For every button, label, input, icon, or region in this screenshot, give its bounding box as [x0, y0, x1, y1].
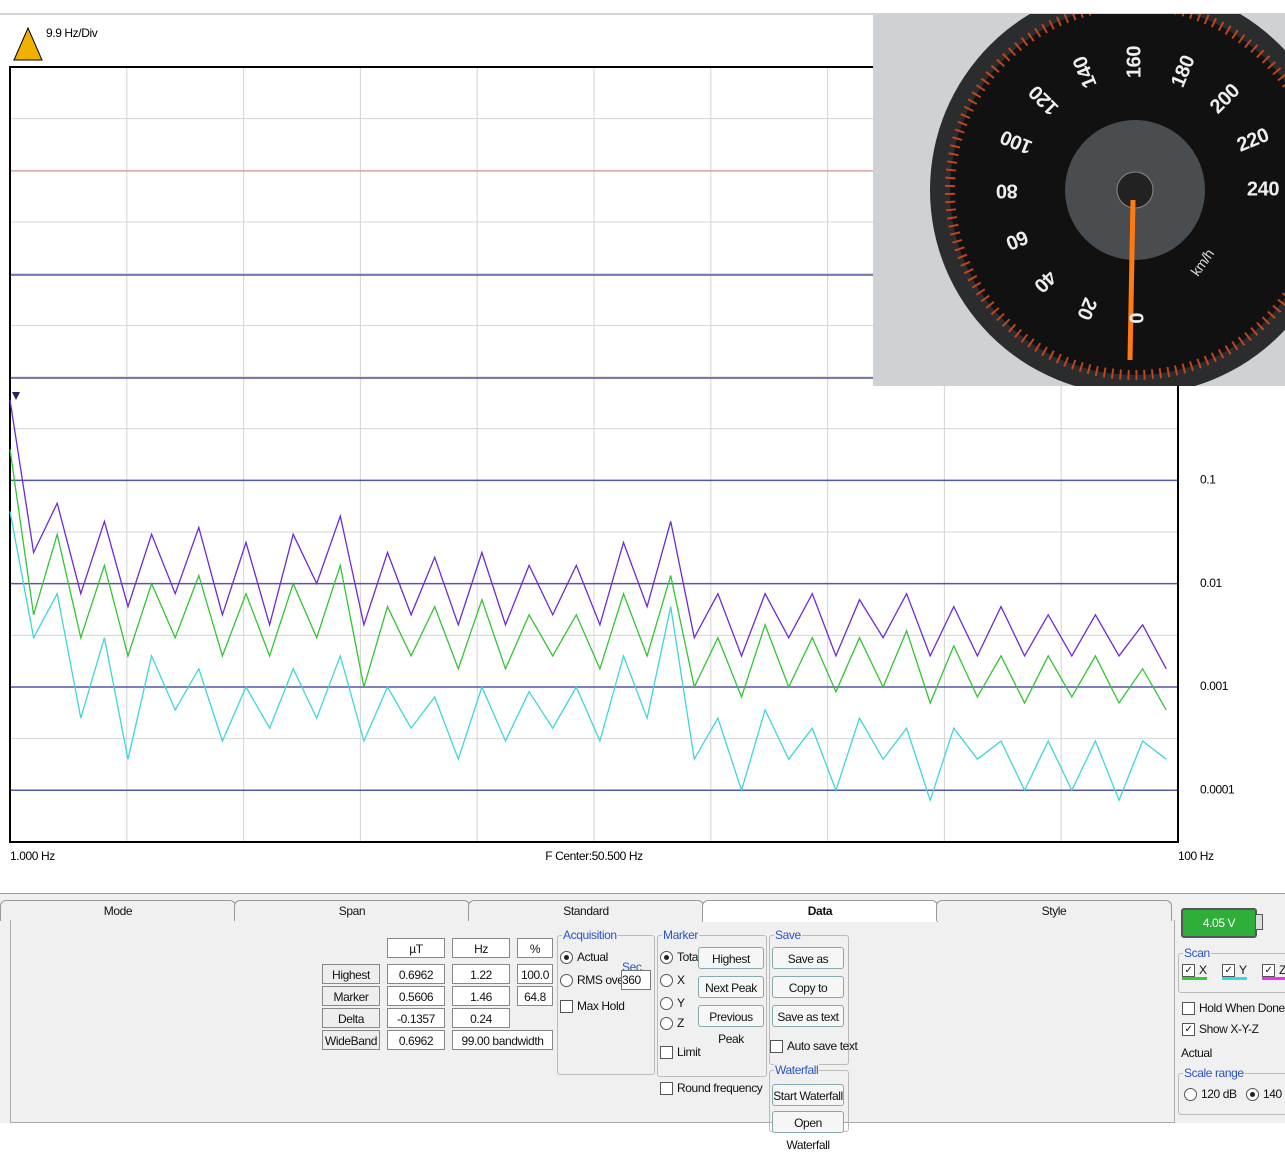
- tab[interactable]: Span: [234, 900, 470, 921]
- check-show[interactable]: ✓Show X-Y-Z: [1182, 1022, 1259, 1036]
- battery: 4.05 V: [1181, 908, 1257, 938]
- gauge-label: 0: [1125, 313, 1147, 324]
- row-label: Delta: [322, 1008, 380, 1028]
- spectrum-line: [10, 400, 1166, 669]
- tab[interactable]: Style: [936, 900, 1172, 921]
- gauge-label: 240: [1247, 178, 1279, 200]
- check-round[interactable]: Round frequency: [660, 1081, 762, 1095]
- spectrum-line: [10, 449, 1166, 710]
- table-cell: 1.46: [452, 986, 510, 1006]
- y-tick-label: 0.0001: [1200, 782, 1235, 796]
- gauge-label: 160: [1123, 46, 1145, 78]
- button[interactable]: Start Waterfall: [772, 1084, 844, 1106]
- label: Actual: [577, 950, 608, 964]
- spectrum-line: [10, 511, 1166, 800]
- x-tick-label: F Center:50.500 Hz: [545, 849, 643, 863]
- button[interactable]: Save as text: [772, 1005, 844, 1027]
- table-cell: -0.1357: [387, 1008, 445, 1028]
- table-cell: 100.0: [517, 964, 553, 984]
- label: X: [677, 973, 685, 987]
- label: X: [1199, 963, 1207, 977]
- radio-total[interactable]: Total: [660, 950, 700, 964]
- check-z[interactable]: ✓Z: [1262, 963, 1285, 980]
- y-tick-label: 0.001: [1200, 679, 1229, 693]
- row-label: Marker: [322, 986, 380, 1006]
- button[interactable]: Save as bitmap: [772, 947, 844, 969]
- label: Auto save text: [787, 1039, 857, 1053]
- button[interactable]: Copy to clipboard: [772, 976, 844, 998]
- x-tick-label: 100 Hz: [1178, 849, 1214, 863]
- table-header: µT: [387, 938, 445, 958]
- plot: [10, 400, 1166, 800]
- table-cell: 99.00 bandwidth: [452, 1030, 553, 1050]
- label: Hold When Done: [1199, 1001, 1285, 1015]
- table-header: Hz: [452, 938, 510, 958]
- label: 120 dB: [1201, 1087, 1237, 1101]
- button[interactable]: Open Waterfall: [772, 1111, 844, 1133]
- y-tick-label: 0.1: [1200, 472, 1216, 486]
- mode-label: Actual: [1181, 1046, 1212, 1060]
- row-label: WideBand: [322, 1030, 380, 1050]
- label: Y: [1239, 963, 1247, 977]
- label: Limit: [677, 1045, 700, 1059]
- group-title: Marker: [662, 928, 699, 942]
- tab[interactable]: Data: [702, 900, 938, 922]
- tab[interactable]: Standard: [468, 900, 704, 921]
- table-cell: 64.8: [517, 986, 553, 1006]
- radio-x[interactable]: X: [660, 973, 685, 987]
- y-tick-label: 0.01: [1200, 576, 1222, 590]
- table-cell: 0.6962: [387, 1030, 445, 1050]
- table-cell: 0.6962: [387, 964, 445, 984]
- div-label: 9.9 Hz/Div: [46, 26, 98, 40]
- rms-input[interactable]: 360: [621, 970, 651, 990]
- label: Y: [677, 996, 685, 1010]
- label: 140 dB: [1263, 1087, 1285, 1101]
- table-cell: 0.24: [452, 1008, 510, 1028]
- x-tick-label: 1.000 Hz: [10, 849, 55, 863]
- tab[interactable]: Mode: [0, 900, 236, 921]
- group-title: Scan: [1183, 946, 1211, 960]
- marker-triangle: [12, 392, 20, 400]
- check-limit[interactable]: Limit: [660, 1045, 700, 1059]
- check-x[interactable]: ✓X: [1182, 963, 1207, 980]
- battery-tip: [1255, 914, 1263, 930]
- button[interactable]: Previous Peak: [698, 1005, 764, 1027]
- group-title: Acquisition: [562, 928, 618, 942]
- radio-actual[interactable]: Actual: [560, 950, 608, 964]
- label: Show X-Y-Z: [1199, 1022, 1259, 1036]
- check-auto-save[interactable]: Auto save text: [770, 1039, 857, 1053]
- check-hold[interactable]: Hold When Done: [1182, 1001, 1285, 1015]
- label: Z: [1279, 963, 1285, 977]
- button[interactable]: Highest Peak: [698, 947, 764, 969]
- radio-120[interactable]: 120 dB: [1184, 1087, 1237, 1101]
- group-title: Save: [774, 928, 802, 942]
- label: Z: [677, 1016, 684, 1030]
- table-header: %: [517, 938, 553, 958]
- gauge-label: 80: [996, 180, 1018, 202]
- warning-icon: [14, 28, 42, 60]
- table-cell: 1.22: [452, 964, 510, 984]
- group-title: Waterfall: [774, 1063, 819, 1077]
- label: Round frequency: [677, 1081, 762, 1095]
- check-max-hold[interactable]: Max Hold: [560, 999, 624, 1013]
- label: Total: [677, 950, 700, 964]
- group-title: Scale range: [1183, 1066, 1245, 1080]
- check-y[interactable]: ✓Y: [1222, 963, 1247, 980]
- radio-y[interactable]: Y: [660, 996, 685, 1010]
- radio-140[interactable]: 140 dB: [1246, 1087, 1285, 1101]
- table-cell: 0.5606: [387, 986, 445, 1006]
- row-label: Highest Peak: [322, 964, 380, 984]
- label: Max Hold: [577, 999, 624, 1013]
- radio-z[interactable]: Z: [660, 1016, 684, 1030]
- button[interactable]: Next Peak: [698, 976, 764, 998]
- radio-rms[interactable]: RMS over:: [560, 973, 630, 987]
